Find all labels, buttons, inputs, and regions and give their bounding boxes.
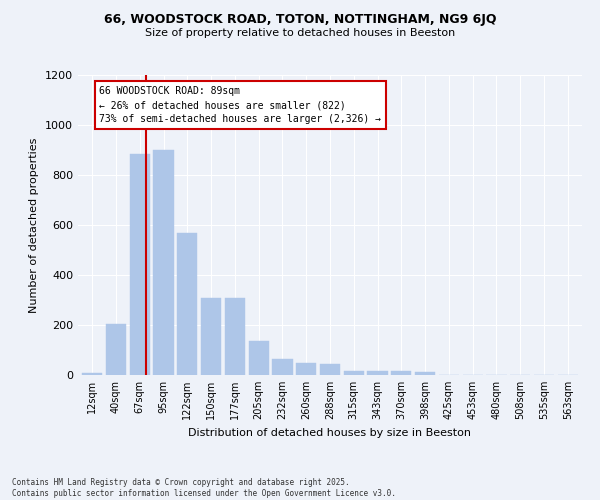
Bar	[130, 154, 150, 375]
Bar	[391, 371, 412, 375]
Bar	[320, 364, 340, 375]
Text: 66 WOODSTOCK ROAD: 89sqm
← 26% of detached houses are smaller (822)
73% of semi-: 66 WOODSTOCK ROAD: 89sqm ← 26% of detach…	[100, 86, 382, 124]
Bar	[154, 150, 173, 375]
Bar	[415, 372, 435, 375]
Bar	[82, 372, 103, 375]
Text: Contains HM Land Registry data © Crown copyright and database right 2025.
Contai: Contains HM Land Registry data © Crown c…	[12, 478, 396, 498]
Bar	[248, 341, 269, 375]
Bar	[296, 362, 316, 375]
Text: Size of property relative to detached houses in Beeston: Size of property relative to detached ho…	[145, 28, 455, 38]
Bar	[106, 324, 126, 375]
Bar	[344, 371, 364, 375]
Bar	[177, 232, 197, 375]
Y-axis label: Number of detached properties: Number of detached properties	[29, 138, 40, 312]
Bar	[557, 374, 578, 375]
Bar	[201, 298, 221, 375]
Text: 66, WOODSTOCK ROAD, TOTON, NOTTINGHAM, NG9 6JQ: 66, WOODSTOCK ROAD, TOTON, NOTTINGHAM, N…	[104, 12, 496, 26]
Bar	[272, 359, 293, 375]
Bar	[225, 298, 245, 375]
X-axis label: Distribution of detached houses by size in Beeston: Distribution of detached houses by size …	[188, 428, 472, 438]
Bar	[367, 371, 388, 375]
